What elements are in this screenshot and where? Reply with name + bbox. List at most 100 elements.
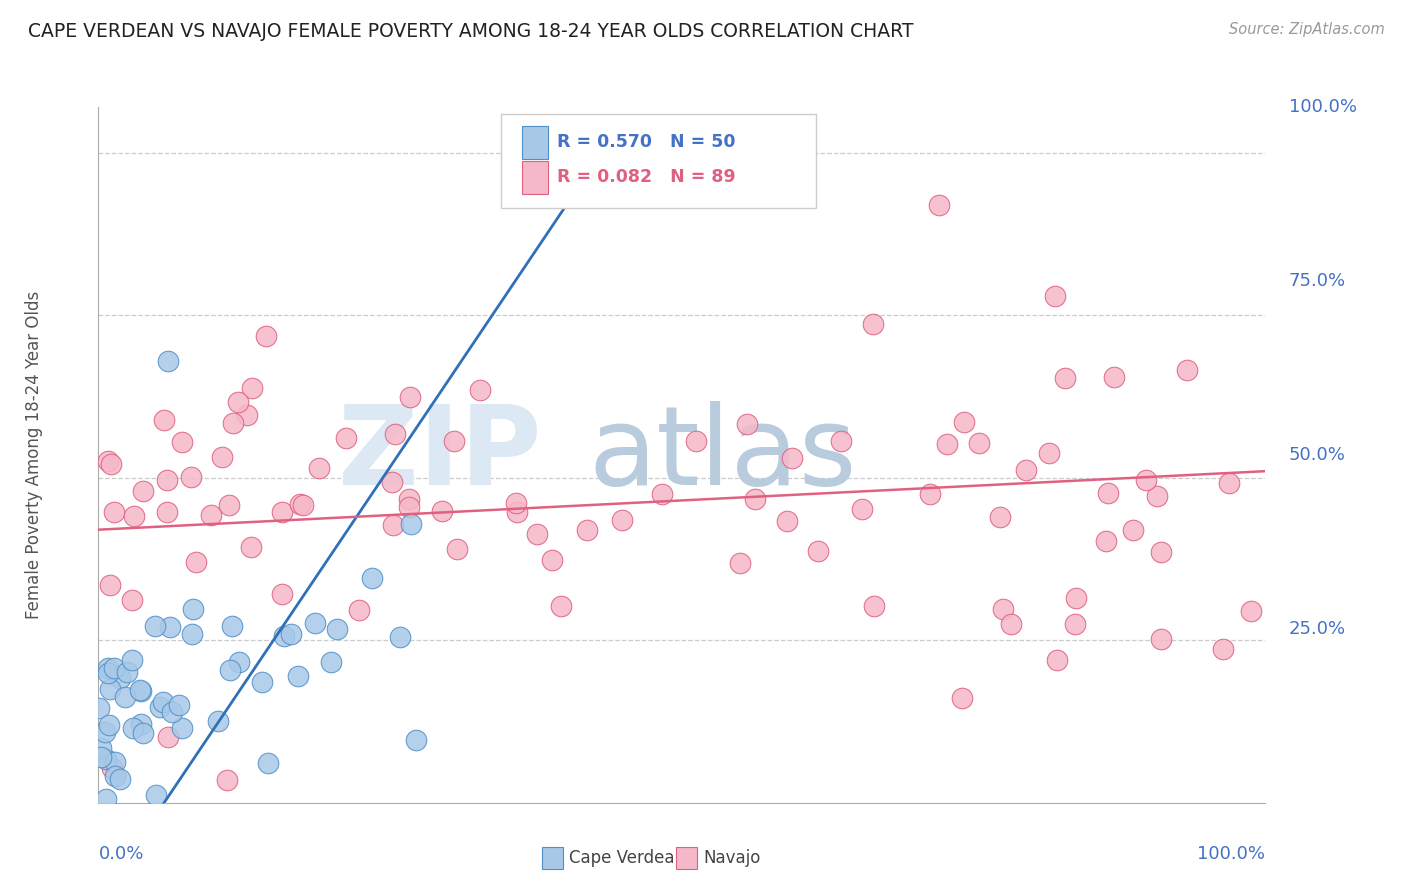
Cape Verdeans [257, 756, 280, 771]
Cape Verdeans [94, 724, 117, 739]
Navajo [121, 593, 143, 607]
Navajo [156, 505, 179, 519]
Text: 75.0%: 75.0% [1289, 272, 1346, 290]
Cape Verdeans [129, 717, 152, 731]
Navajo [200, 508, 222, 522]
Cape Verdeans [405, 733, 427, 747]
Bar [522, 126, 548, 159]
Navajo [292, 498, 315, 512]
Navajo [728, 556, 751, 570]
Navajo [398, 491, 420, 506]
Navajo [776, 514, 799, 528]
Cape Verdeans [219, 663, 242, 677]
Navajo [685, 434, 707, 448]
Navajo [1150, 545, 1173, 559]
Navajo [218, 498, 240, 512]
Cape Verdeans [96, 752, 118, 766]
Navajo [446, 541, 468, 556]
Navajo [541, 553, 564, 567]
Navajo [1015, 463, 1038, 477]
Navajo [780, 450, 803, 465]
Navajo [240, 381, 263, 395]
Cape Verdeans [228, 655, 250, 669]
Navajo [180, 470, 202, 484]
Navajo [101, 761, 124, 775]
Cape Verdeans [97, 717, 120, 731]
Navajo [288, 498, 311, 512]
Navajo [1046, 653, 1069, 667]
Navajo [381, 475, 404, 489]
Navajo [335, 431, 357, 445]
Navajo [936, 437, 959, 451]
Navajo [1240, 604, 1263, 618]
Cape Verdeans [157, 353, 180, 368]
Navajo [1064, 591, 1087, 605]
Navajo [470, 383, 492, 397]
Navajo [506, 506, 529, 520]
Navajo [1038, 445, 1060, 459]
Text: ZIP: ZIP [339, 401, 541, 508]
Navajo [991, 602, 1014, 616]
Navajo [398, 500, 420, 515]
Text: Female Poverty Among 18-24 Year Olds: Female Poverty Among 18-24 Year Olds [25, 291, 44, 619]
Navajo [271, 505, 294, 519]
Cape Verdeans [360, 571, 382, 585]
Navajo [1097, 486, 1119, 500]
Navajo [1095, 534, 1118, 549]
Text: 100.0%: 100.0% [1198, 845, 1265, 863]
Cape Verdeans [273, 628, 295, 642]
Bar [541, 847, 562, 869]
Navajo [156, 473, 179, 487]
Navajo [651, 486, 673, 500]
Navajo [211, 450, 233, 464]
Text: 100.0%: 100.0% [1289, 98, 1357, 116]
Navajo [830, 434, 852, 448]
Navajo [807, 544, 830, 558]
Cape Verdeans [149, 700, 172, 714]
Navajo [851, 501, 873, 516]
Cape Verdeans [280, 627, 302, 641]
Text: 0.0%: 0.0% [98, 845, 143, 863]
Cape Verdeans [122, 721, 145, 735]
Cape Verdeans [129, 683, 152, 698]
Navajo [863, 599, 886, 613]
Cape Verdeans [250, 675, 273, 690]
Navajo [1102, 370, 1125, 384]
Text: 50.0%: 50.0% [1289, 446, 1346, 464]
Cape Verdeans [399, 517, 422, 532]
Navajo [170, 435, 193, 450]
Cape Verdeans [121, 653, 143, 667]
Cape Verdeans [90, 740, 112, 755]
Cape Verdeans [207, 714, 229, 729]
Cape Verdeans [131, 683, 153, 698]
Navajo [226, 395, 249, 409]
Navajo [576, 523, 599, 537]
Cape Verdeans [287, 669, 309, 683]
Navajo [1135, 473, 1157, 487]
Navajo [735, 417, 758, 431]
Text: R = 0.570   N = 50: R = 0.570 N = 50 [557, 133, 735, 151]
Navajo [122, 509, 145, 524]
Navajo [236, 408, 259, 422]
Navajo [98, 578, 121, 592]
Navajo [217, 773, 239, 788]
Text: 25.0%: 25.0% [1289, 620, 1346, 638]
Navajo [156, 730, 179, 744]
Navajo [1218, 475, 1240, 490]
Cape Verdeans [221, 619, 243, 633]
Navajo [1045, 288, 1067, 302]
Text: Navajo: Navajo [703, 849, 761, 867]
Navajo [1053, 371, 1076, 385]
Navajo [952, 691, 974, 706]
Navajo [952, 415, 974, 429]
Cape Verdeans [152, 695, 174, 709]
Cape Verdeans [96, 791, 118, 805]
Navajo [1212, 642, 1234, 657]
Navajo [308, 461, 330, 475]
Navajo [550, 599, 572, 613]
Navajo [1122, 523, 1144, 537]
Cape Verdeans [388, 630, 411, 644]
Navajo [526, 527, 548, 541]
Navajo [432, 504, 454, 518]
Cape Verdeans [103, 769, 125, 783]
